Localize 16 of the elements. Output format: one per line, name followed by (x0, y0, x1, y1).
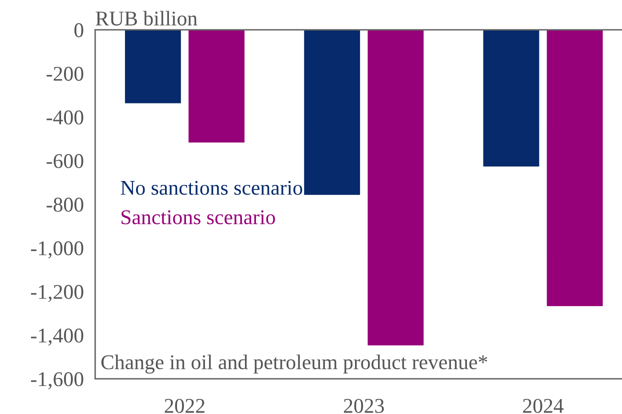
y-tick-label: -1,000 (31, 241, 84, 258)
y-tick-label: -1,200 (31, 284, 84, 302)
series-label: No sanctions scenario (120, 180, 302, 195)
text: Sanctions scenario (122, 210, 275, 224)
y-tick-label: -600 (46, 154, 84, 168)
y-tick-label: -1,400 (31, 328, 84, 346)
x-tick-label: 2024 (523, 398, 564, 413)
x-tick-label: 2023 (344, 398, 384, 413)
x-tick-label: 2022 (164, 398, 204, 413)
annotation: Change in oil and petroleum product revenue* (101, 354, 488, 374)
y-tick-label: -1,600 (31, 372, 84, 390)
y-tick-label: -800 (46, 198, 84, 212)
y-tick-label: 0 (74, 23, 84, 38)
y-tick-label: -200 (46, 66, 84, 81)
y-tick-label: -400 (46, 110, 84, 124)
y-axis-title: RUB billion (96, 10, 198, 26)
